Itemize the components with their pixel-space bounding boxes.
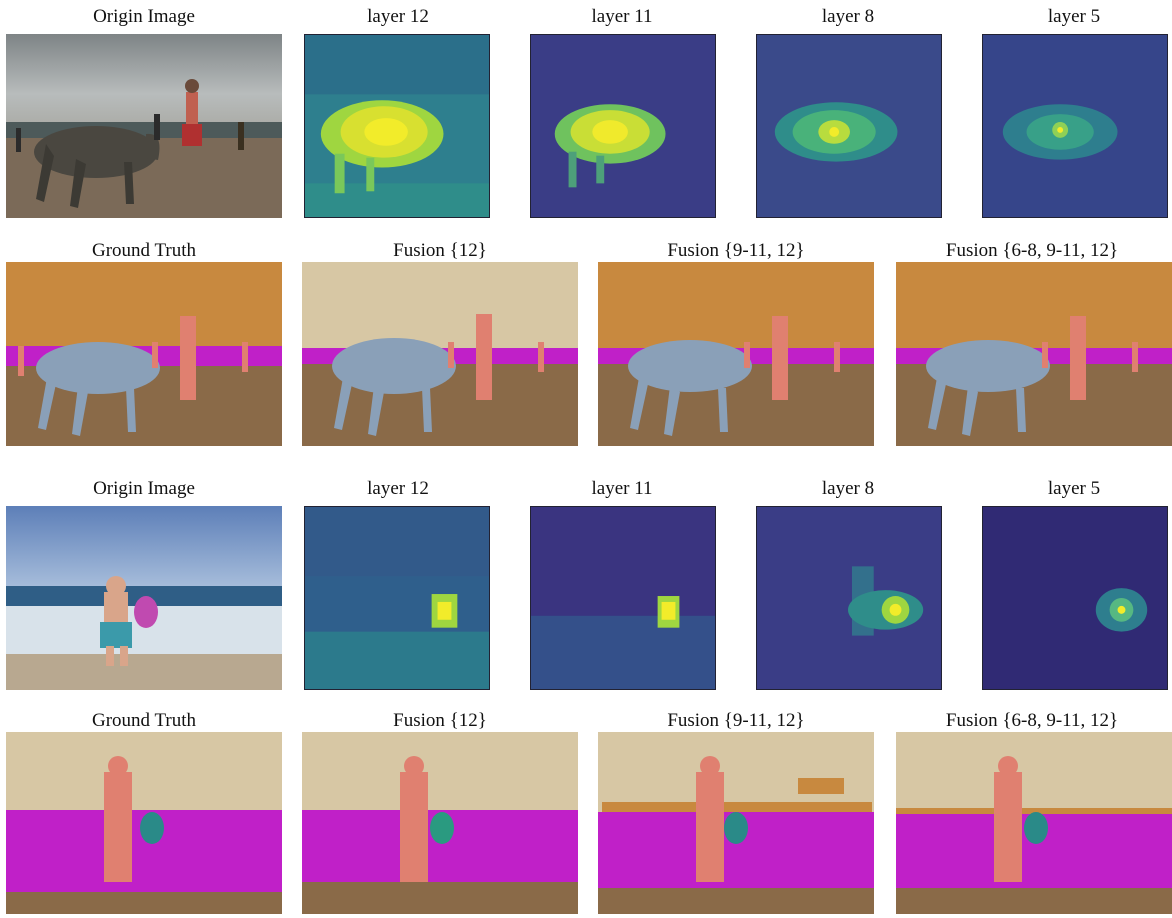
heatmap-layer-11-child [530,506,716,690]
caption-origin-image-1: Origin Image [93,6,195,27]
segmentation-fusion-6-12-child [896,732,1172,914]
caption-layer-5-1: layer 5 [1047,6,1101,27]
heatmap-layer-5-cow [982,34,1168,218]
heatmap-layer-11-cow [530,34,716,218]
segmentation-fusion-12-cow [302,262,578,446]
heatmap-layer-8-child [756,506,942,690]
caption-fusion-12-1: Fusion {12} [393,240,487,261]
segmentation-fusion-9-12-cow [598,262,874,446]
caption-layer-8-2: layer 8 [821,478,875,499]
caption-fusion-6-12-2: Fusion {6-8, 9-11, 12} [945,710,1119,731]
caption-fusion-6-12-1: Fusion {6-8, 9-11, 12} [945,240,1119,261]
heatmap-layer-12-child [304,506,490,690]
heatmap-layer-8-cow [756,34,942,218]
caption-layer-5-2: layer 5 [1047,478,1101,499]
caption-origin-image-2: Origin Image [93,478,195,499]
caption-fusion-12-2: Fusion {12} [393,710,487,731]
caption-ground-truth-2: Ground Truth [92,710,196,731]
caption-fusion-9-12-2: Fusion {9-11, 12} [667,710,805,731]
segmentation-fusion-6-12-cow [896,262,1172,446]
segmentation-fusion-9-12-child [598,732,874,914]
origin-image-child [6,506,282,690]
caption-layer-11-2: layer 11 [591,478,653,499]
caption-fusion-9-12-1: Fusion {9-11, 12} [667,240,805,261]
caption-layer-12-2: layer 12 [367,478,429,499]
caption-layer-8-1: layer 8 [821,6,875,27]
segmentation-ground-truth-child [6,732,282,914]
segmentation-fusion-12-child [302,732,578,914]
caption-layer-11-1: layer 11 [591,6,653,27]
caption-ground-truth-1: Ground Truth [92,240,196,261]
heatmap-layer-5-child [982,506,1168,690]
segmentation-ground-truth-cow [6,262,282,446]
heatmap-layer-12-cow [304,34,490,218]
caption-layer-12-1: layer 12 [367,6,429,27]
origin-image-cow [6,34,282,218]
